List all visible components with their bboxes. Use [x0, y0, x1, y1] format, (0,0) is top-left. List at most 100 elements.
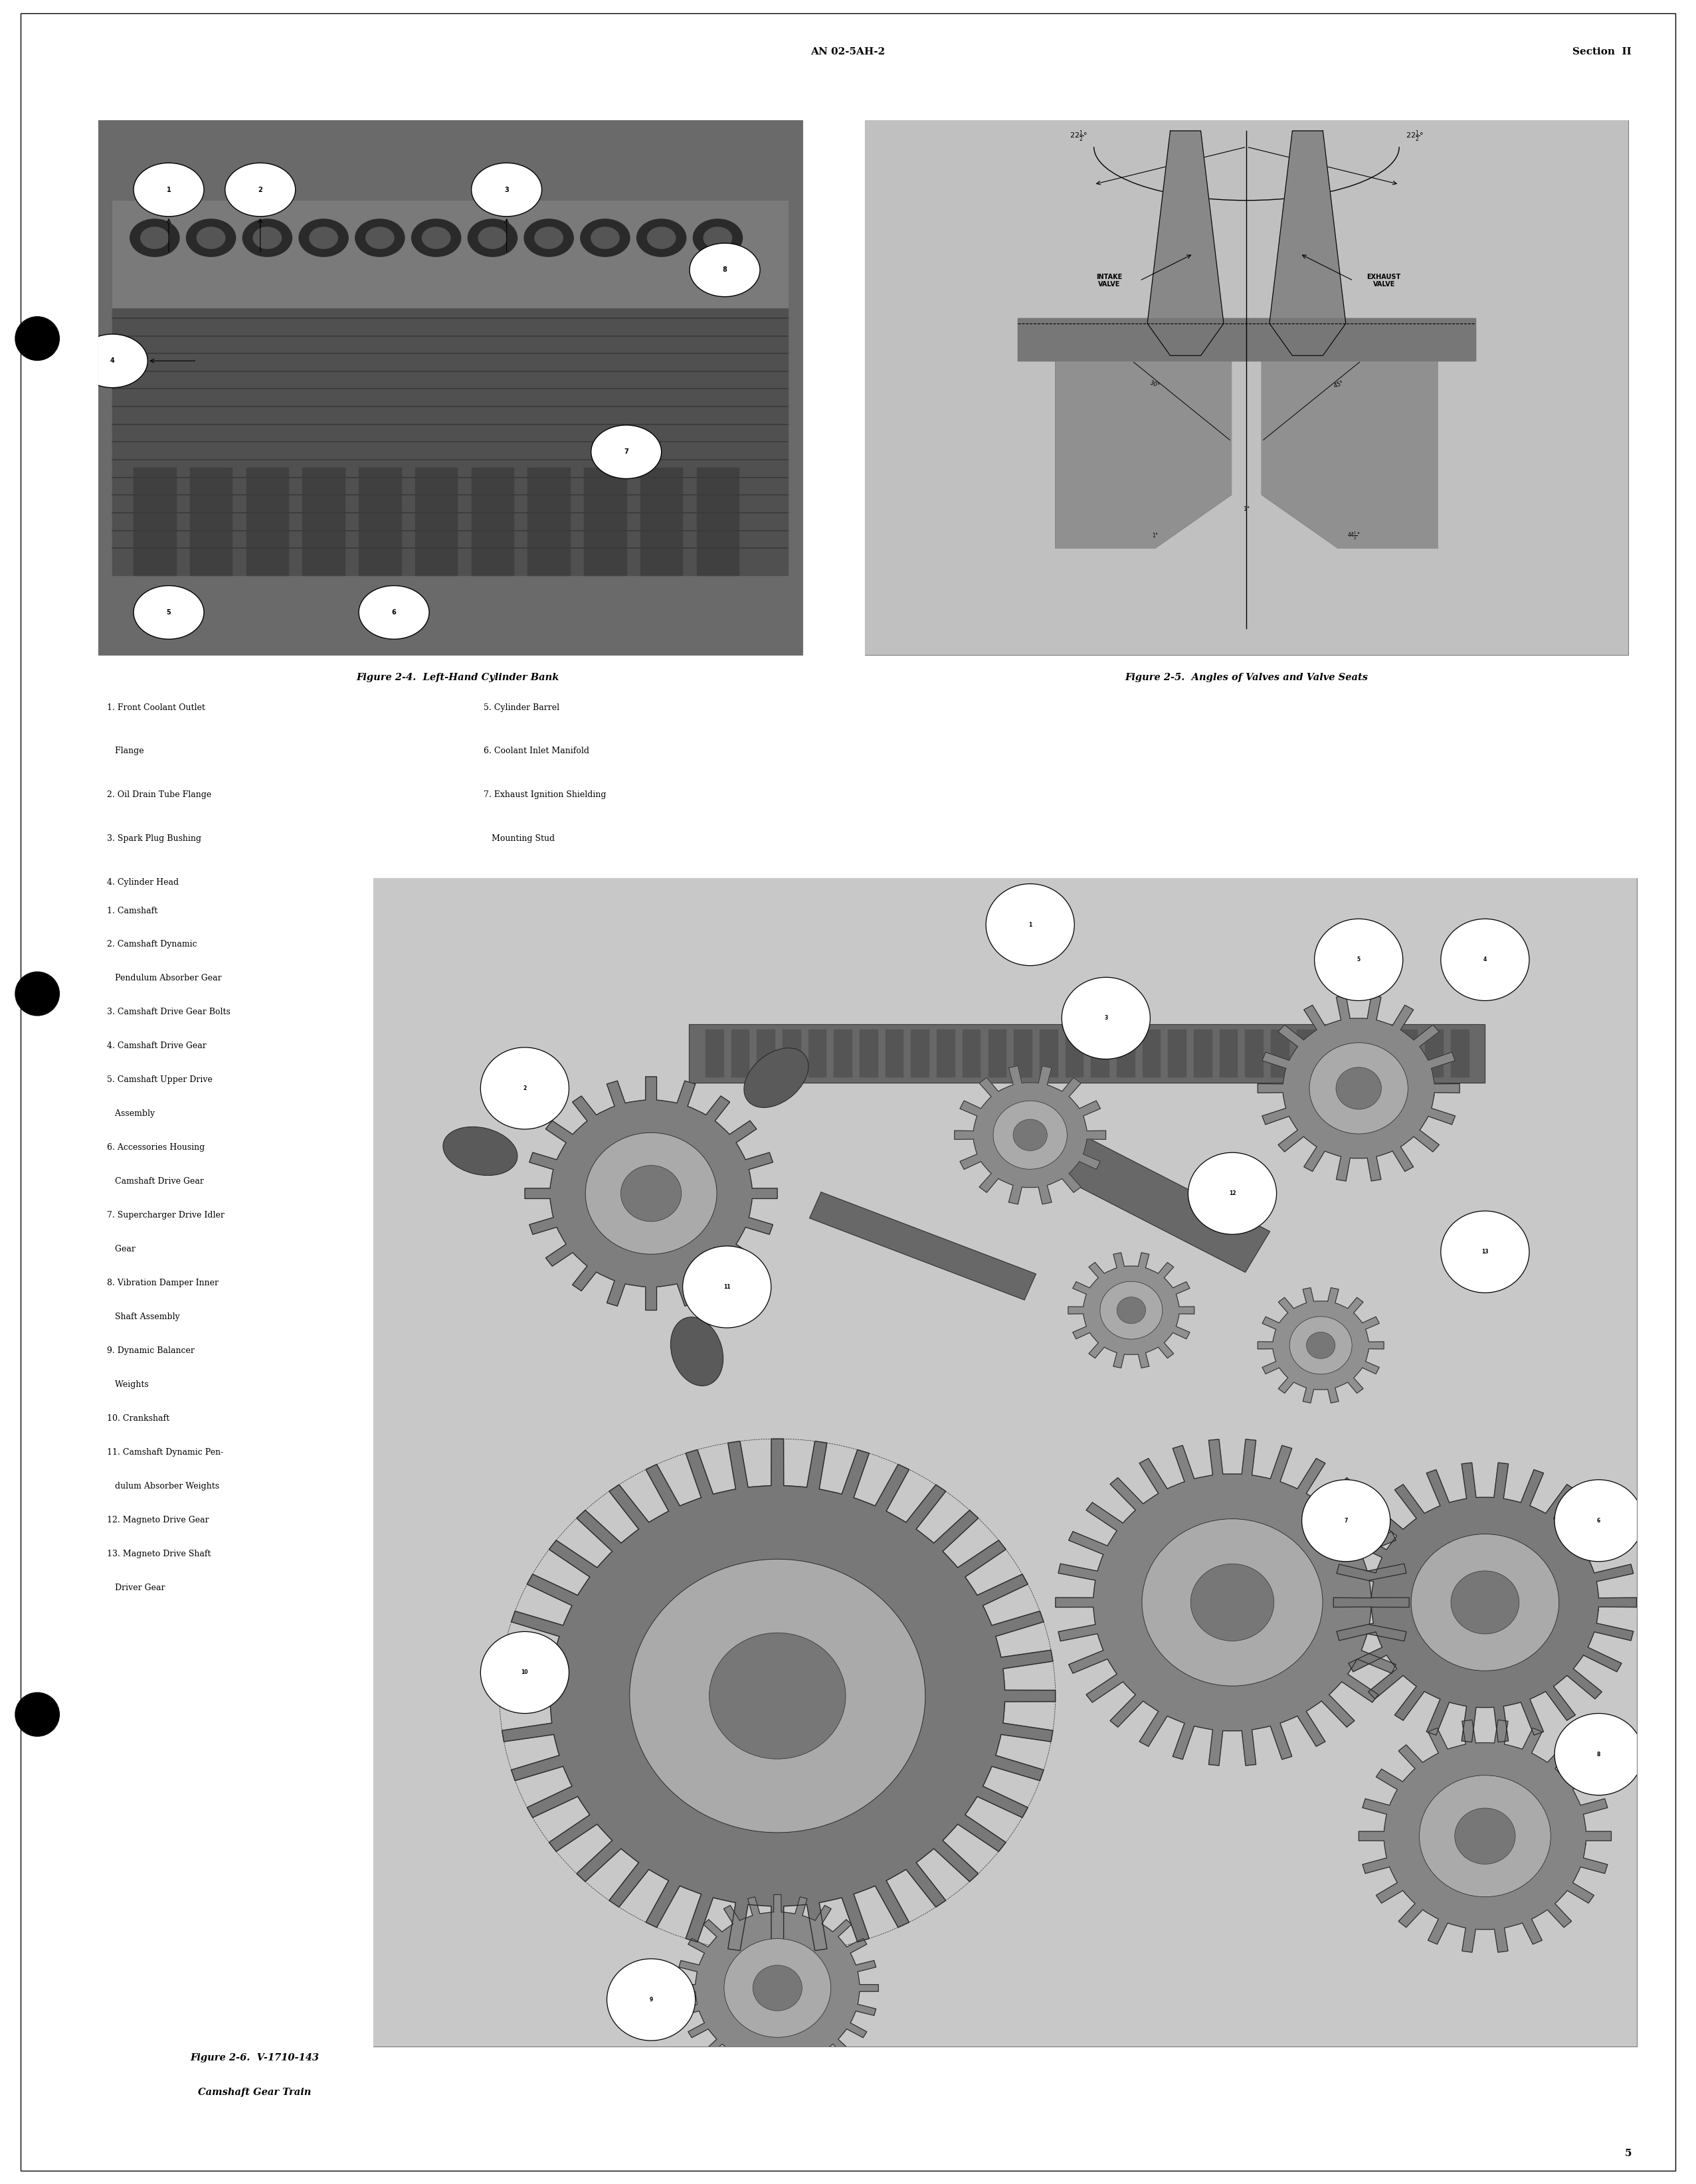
Circle shape	[197, 227, 226, 249]
Text: 11. Camshaft Dynamic Pen-: 11. Camshaft Dynamic Pen-	[107, 1448, 224, 1457]
Text: Figure 2-4.  Left-Hand Cylinder Bank: Figure 2-4. Left-Hand Cylinder Bank	[356, 673, 560, 681]
Text: 1. Camshaft: 1. Camshaft	[107, 906, 158, 915]
Text: 1: 1	[1028, 922, 1031, 928]
Circle shape	[309, 227, 338, 249]
Bar	[936, 1031, 955, 1077]
Circle shape	[366, 227, 393, 249]
Text: 8: 8	[722, 266, 728, 273]
Circle shape	[480, 1631, 568, 1714]
Text: $1°$: $1°$	[1243, 505, 1250, 511]
Text: Pendulum Absorber Gear: Pendulum Absorber Gear	[107, 974, 222, 983]
Polygon shape	[1146, 131, 1225, 356]
Text: 4. Cylinder Head: 4. Cylinder Head	[107, 878, 178, 887]
Text: 12. Magneto Drive Gear: 12. Magneto Drive Gear	[107, 1516, 209, 1524]
Circle shape	[714, 1638, 841, 1754]
Text: 9. Dynamic Balancer: 9. Dynamic Balancer	[107, 1345, 195, 1354]
Ellipse shape	[443, 1127, 517, 1175]
Bar	[782, 1031, 801, 1077]
Bar	[1297, 1031, 1314, 1077]
Circle shape	[1450, 1570, 1520, 1634]
Bar	[98, 120, 802, 655]
Circle shape	[78, 334, 148, 389]
Circle shape	[1289, 1317, 1352, 1374]
Circle shape	[524, 218, 573, 256]
Bar	[1040, 1031, 1057, 1077]
Bar	[963, 1031, 980, 1077]
Polygon shape	[524, 1077, 777, 1310]
Circle shape	[648, 227, 675, 249]
Bar	[1450, 1031, 1469, 1077]
Bar	[360, 467, 400, 574]
Text: 5. Camshaft Upper Drive: 5. Camshaft Upper Drive	[107, 1077, 212, 1083]
Circle shape	[471, 164, 541, 216]
Circle shape	[1442, 1210, 1530, 1293]
Circle shape	[226, 164, 295, 216]
Circle shape	[253, 227, 282, 249]
Text: dulum Absorber Weights: dulum Absorber Weights	[107, 1481, 219, 1489]
Text: 3. Camshaft Drive Gear Bolts: 3. Camshaft Drive Gear Bolts	[107, 1009, 231, 1016]
Bar	[1219, 1031, 1238, 1077]
Bar	[1014, 1031, 1031, 1077]
Circle shape	[1309, 1042, 1408, 1133]
Text: Figure 2-5.  Angles of Valves and Valve Seats: Figure 2-5. Angles of Valves and Valve S…	[1124, 673, 1369, 681]
Text: 13. Magneto Drive Shaft: 13. Magneto Drive Shaft	[107, 1551, 210, 1557]
Bar	[471, 467, 514, 574]
Circle shape	[354, 218, 405, 256]
Text: Assembly: Assembly	[107, 1109, 154, 1118]
Text: 12: 12	[1230, 1190, 1236, 1197]
Circle shape	[1062, 976, 1150, 1059]
Bar	[112, 201, 789, 308]
Circle shape	[590, 227, 619, 249]
Text: 5: 5	[166, 609, 171, 616]
Bar	[1169, 1031, 1186, 1077]
Text: $44\frac{1}{2}°$: $44\frac{1}{2}°$	[1347, 531, 1360, 542]
Text: Camshaft Gear Train: Camshaft Gear Train	[198, 2088, 310, 2097]
Bar	[989, 1031, 1006, 1077]
Bar	[697, 467, 739, 574]
Circle shape	[1421, 1778, 1548, 1894]
Ellipse shape	[15, 1693, 59, 1736]
Text: 2. Oil Drain Tube Flange: 2. Oil Drain Tube Flange	[107, 791, 212, 799]
Polygon shape	[1262, 360, 1438, 548]
Ellipse shape	[670, 1317, 722, 1387]
Bar	[1091, 1031, 1109, 1077]
Bar	[583, 467, 626, 574]
Text: $22\frac{1}{2}°$: $22\frac{1}{2}°$	[1070, 129, 1087, 144]
Bar	[865, 120, 1628, 655]
Text: 1: 1	[166, 186, 171, 192]
Circle shape	[1013, 1118, 1046, 1151]
Bar	[1323, 1031, 1340, 1077]
Circle shape	[629, 1559, 926, 1832]
Text: 4: 4	[110, 358, 115, 365]
Bar	[706, 1031, 722, 1077]
Circle shape	[994, 1101, 1067, 1168]
Bar	[885, 1031, 902, 1077]
Circle shape	[636, 218, 687, 256]
Circle shape	[683, 1247, 772, 1328]
Circle shape	[243, 218, 292, 256]
Circle shape	[134, 585, 204, 640]
Circle shape	[1455, 1808, 1515, 1865]
Circle shape	[360, 585, 429, 640]
Circle shape	[131, 218, 180, 256]
Bar	[809, 1031, 826, 1077]
Text: $22\frac{1}{2}°$: $22\frac{1}{2}°$	[1406, 129, 1423, 144]
Circle shape	[1336, 1068, 1382, 1109]
Text: 2. Camshaft Dynamic: 2. Camshaft Dynamic	[107, 939, 197, 948]
Circle shape	[1101, 1282, 1162, 1339]
Circle shape	[580, 218, 629, 256]
Bar	[1116, 1031, 1135, 1077]
Circle shape	[134, 164, 204, 216]
Text: Weights: Weights	[107, 1380, 149, 1389]
Bar	[1245, 1031, 1264, 1077]
Bar	[1374, 1031, 1391, 1077]
Bar	[190, 467, 232, 574]
Circle shape	[753, 1966, 802, 2011]
Text: 11: 11	[724, 1284, 731, 1291]
Text: Shaft Assembly: Shaft Assembly	[107, 1313, 180, 1321]
Circle shape	[690, 242, 760, 297]
Circle shape	[694, 218, 743, 256]
Text: $30°$: $30°$	[1148, 378, 1162, 389]
Bar	[1425, 1031, 1443, 1077]
Text: 1. Front Coolant Outlet: 1. Front Coolant Outlet	[107, 703, 205, 712]
